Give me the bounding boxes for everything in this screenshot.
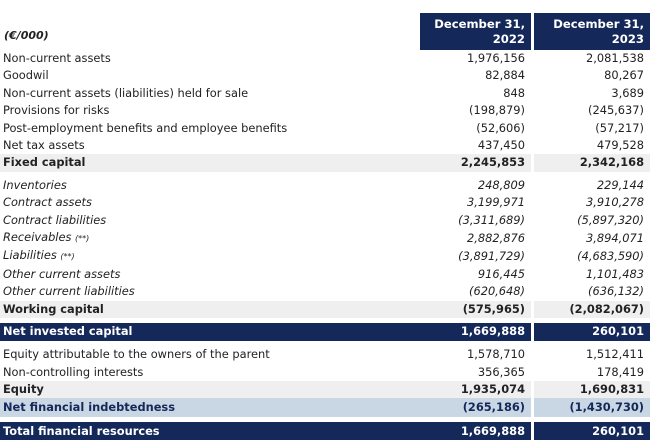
value-2023: 260,101 — [534, 323, 650, 342]
value-2023: 260,101 — [534, 422, 650, 441]
value-2023: (57,217) — [595, 120, 644, 135]
table-row: Non-controlling interests 356,365 178,41… — [0, 363, 650, 381]
value-2023: 80,267 — [604, 68, 644, 83]
table-row: Equity attributable to the owners of the… — [0, 346, 650, 364]
row-label: Contract liabilities — [3, 212, 107, 227]
value-2022: 916,445 — [420, 265, 534, 284]
value-2023: (2,082,067) — [534, 300, 650, 319]
value-2023: (1,430,730) — [534, 398, 650, 418]
row-label: Goodwil — [3, 68, 49, 83]
column-header-2022-line1: December 31, — [434, 17, 525, 31]
row-label-with-note: Receivables (**) — [0, 229, 420, 247]
value-2023: 1,101,483 — [586, 266, 644, 281]
value-2023: 1,690,831 — [534, 380, 650, 399]
value-2023: (5,897,320) — [577, 212, 644, 227]
value-2022: 1,669,888 — [420, 323, 534, 342]
value-2023: 2,342,168 — [534, 154, 650, 172]
value-2023: 3,689 — [611, 85, 644, 100]
row-label: Post-employment benefits and employee be… — [3, 120, 288, 135]
value-2022: (575,965) — [420, 300, 534, 319]
value-2022: 1,935,074 — [420, 380, 534, 399]
value-2022: 248,809 — [420, 176, 534, 195]
table-row: Contract assets 3,199,971 3,910,278 — [0, 194, 650, 212]
value-2023: 1,512,411 — [586, 347, 644, 362]
column-header-2023-line1: December 31, — [553, 17, 644, 31]
column-header-2022-line2: 2022 — [492, 32, 525, 46]
value-2022: 2,882,876 — [420, 229, 534, 248]
subtotal-row-equity: Equity 1,935,074 1,690,831 — [0, 380, 650, 399]
row-label: Provisions for risks — [3, 103, 110, 118]
table-row: Other current liabilities (620,648) (636… — [0, 283, 650, 301]
value-2022: (620,648) — [420, 283, 534, 301]
value-2023: 3,910,278 — [586, 195, 644, 210]
row-label: Fixed capital — [0, 154, 420, 172]
row-label: Other current liabilities — [3, 284, 135, 299]
table-row: Contract liabilities (3,311,689) (5,897,… — [0, 211, 650, 230]
table-row: Provisions for risks (198,879) (245,637) — [0, 102, 650, 120]
value-2023: 178,419 — [596, 364, 644, 379]
value-2022: (3,311,689) — [420, 211, 534, 230]
footnote-marker: (**) — [75, 234, 90, 244]
value-2023: 2,081,538 — [586, 51, 644, 65]
row-label: Inventories — [3, 177, 67, 192]
table-row: Post-employment benefits and employee be… — [0, 119, 650, 138]
value-2023: (4,683,590) — [577, 248, 644, 263]
total-row-net-financial-indebtedness: Net financial indebtedness (265,186) (1,… — [0, 398, 650, 418]
value-2022: 1,976,156 — [420, 50, 534, 68]
table-row: Inventories 248,809 229,144 — [0, 176, 650, 195]
value-2022: 1,669,888 — [420, 422, 534, 441]
row-label: Net financial indebtedness — [0, 398, 420, 418]
value-2022: 1,578,710 — [420, 346, 534, 364]
value-2023: (245,637) — [588, 103, 644, 118]
row-label: Liabilities — [3, 248, 57, 263]
value-2022: 3,199,971 — [420, 194, 534, 212]
column-header-2023-line2: 2023 — [611, 32, 644, 46]
row-label: Equity — [0, 380, 420, 399]
value-2022: (265,186) — [420, 398, 534, 418]
column-header-2022: December 31, 2022 — [420, 0, 534, 50]
value-2023: (636,132) — [588, 284, 644, 299]
value-2022: (52,606) — [420, 119, 534, 138]
table-row: Receivables (**) 2,882,876 3,894,071 — [0, 229, 650, 248]
footnote-marker: (**) — [60, 252, 75, 262]
subtotal-row-working-capital: Working capital (575,965) (2,082,067) — [0, 300, 650, 319]
row-label: Other current assets — [3, 266, 121, 281]
value-2023: 3,894,071 — [586, 230, 644, 245]
value-2023: 479,528 — [596, 138, 644, 153]
row-label: Net invested capital — [0, 323, 420, 342]
value-2022: 848 — [420, 84, 534, 103]
table-row: Goodwil 82,884 80,267 — [0, 67, 650, 85]
unit-label: (€/000) — [4, 28, 49, 42]
row-label: Total financial resources — [0, 422, 420, 441]
row-label: Non-current assets — [3, 51, 111, 65]
value-2022: 356,365 — [420, 363, 534, 381]
value-2022: 82,884 — [420, 67, 534, 85]
value-2022: 2,245,853 — [420, 154, 534, 172]
value-2023: 229,144 — [596, 177, 644, 192]
row-label: Contract assets — [3, 195, 92, 210]
row-label: Net tax assets — [3, 138, 85, 153]
row-label-with-note: Liabilities (**) — [0, 247, 420, 265]
row-label: Non-controlling interests — [3, 364, 144, 379]
row-label: Equity attributable to the owners of the… — [3, 347, 270, 362]
row-label: Non-current assets (liabilities) held fo… — [3, 85, 249, 100]
table-row: Liabilities (**) (3,891,729) (4,683,590) — [0, 247, 650, 266]
row-label: Working capital — [0, 300, 420, 319]
value-2022: 437,450 — [420, 137, 534, 155]
table-row: Non-current assets (liabilities) held fo… — [0, 84, 650, 103]
row-label: Receivables — [3, 230, 72, 245]
subtotal-row-fixed-capital: Fixed capital 2,245,853 2,342,168 — [0, 154, 650, 172]
table-row: Non-current assets 1,976,156 2,081,538 — [0, 50, 650, 68]
table-row: Net tax assets 437,450 479,528 — [0, 137, 650, 155]
column-header-2023: December 31, 2023 — [534, 0, 650, 50]
total-row-total-financial-resources: Total financial resources 1,669,888 260,… — [0, 422, 650, 441]
table-header-row: (€/000) December 31, 2022 December 31, 2… — [0, 0, 650, 50]
table-row: Other current assets 916,445 1,101,483 — [0, 265, 650, 284]
total-row-net-invested-capital: Net invested capital 1,669,888 260,101 — [0, 323, 650, 342]
value-2022: (3,891,729) — [420, 247, 534, 266]
value-2022: (198,879) — [420, 102, 534, 120]
